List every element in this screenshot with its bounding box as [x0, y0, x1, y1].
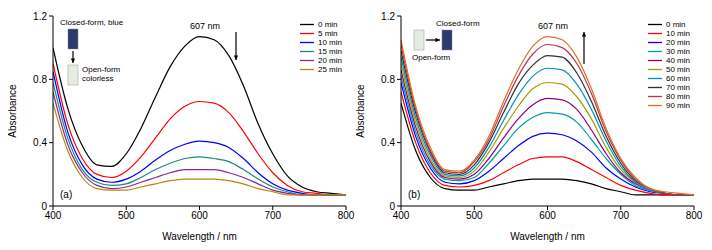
html-text:50 min: 50 min	[666, 65, 690, 74]
svg-text:(b): (b)	[408, 189, 420, 200]
svg-text:0.4: 0.4	[33, 137, 47, 148]
svg-text:800: 800	[338, 210, 355, 221]
svg-text:500: 500	[118, 210, 135, 221]
html-text:90 min: 90 min	[666, 101, 690, 110]
html-text:20 min: 20 min	[666, 38, 690, 47]
html-text:30 min: 30 min	[666, 47, 690, 56]
html-text:15 min: 15 min	[318, 47, 342, 56]
svg-text:500: 500	[466, 210, 483, 221]
svg-text:Open-form: Open-form	[82, 65, 121, 74]
html-text:10 min: 10 min	[318, 38, 342, 47]
svg-text:400: 400	[393, 210, 410, 221]
html-text:20 min: 20 min	[318, 56, 342, 65]
svg-text:Open-form: Open-form	[412, 53, 451, 62]
svg-text:colorless: colorless	[82, 74, 114, 83]
html-text:0 min: 0 min	[666, 20, 686, 29]
svg-text:607 nm: 607 nm	[190, 21, 220, 31]
html-text:70 min: 70 min	[666, 83, 690, 92]
html-text:80 min: 80 min	[666, 92, 690, 101]
svg-text:0.4: 0.4	[381, 137, 395, 148]
svg-text:Absorbance: Absorbance	[356, 84, 366, 138]
svg-text:Closed-form: Closed-form	[436, 19, 480, 28]
svg-text:0: 0	[389, 201, 395, 212]
svg-text:Closed-form, blue: Closed-form, blue	[60, 18, 124, 27]
svg-text:600: 600	[539, 210, 556, 221]
svg-text:Wavelength / nm: Wavelength / nm	[162, 231, 237, 242]
svg-text:Absorbance: Absorbance	[8, 84, 18, 138]
html-text:10 min: 10 min	[666, 29, 690, 38]
svg-text:0.8: 0.8	[381, 74, 395, 85]
html-text:0 min: 0 min	[318, 20, 338, 29]
html-text:60 min: 60 min	[666, 74, 690, 83]
svg-text:700: 700	[264, 210, 281, 221]
svg-text:1.2: 1.2	[33, 11, 47, 22]
svg-text:(a): (a)	[60, 189, 72, 200]
svg-text:400: 400	[45, 210, 62, 221]
svg-text:700: 700	[612, 210, 629, 221]
html-text:25 min: 25 min	[318, 65, 342, 74]
svg-text:1.2: 1.2	[381, 11, 395, 22]
svg-text:607 nm: 607 nm	[538, 21, 568, 31]
svg-text:800: 800	[686, 210, 703, 221]
svg-text:Wavelength / nm: Wavelength / nm	[510, 231, 585, 242]
svg-text:0: 0	[41, 201, 47, 212]
html-text:40 min: 40 min	[666, 56, 690, 65]
svg-text:600: 600	[191, 210, 208, 221]
svg-text:0.8: 0.8	[33, 74, 47, 85]
html-text:5 min: 5 min	[318, 29, 338, 38]
